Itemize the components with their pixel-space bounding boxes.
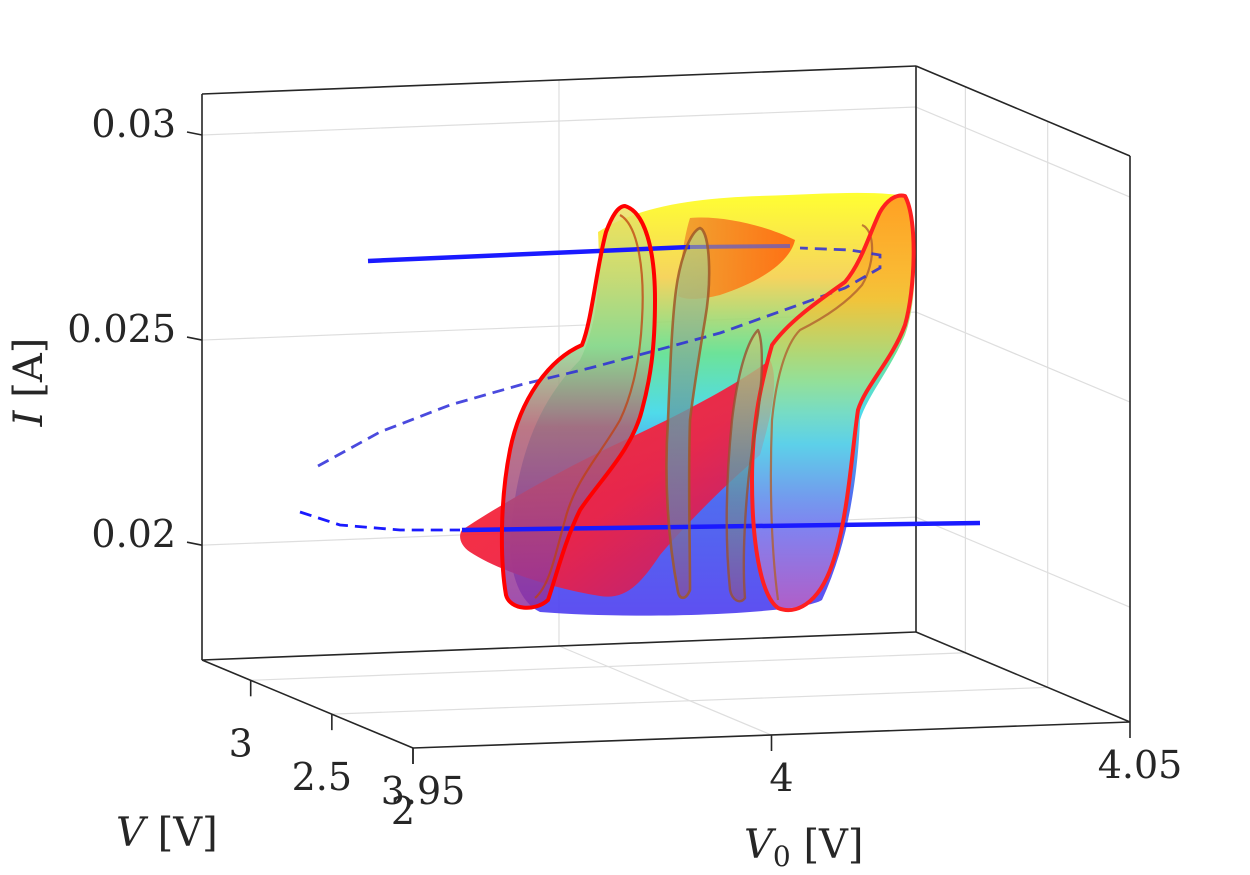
branch-upper-hidden — [689, 244, 791, 249]
box-edge-8 — [915, 65, 1131, 157]
red-boundary-left — [499, 204, 657, 610]
z-tick-label-0: 0.02 — [91, 512, 176, 556]
surface-right-inner — [769, 223, 874, 601]
branch-upper-solid — [367, 244, 691, 264]
branch-lower-solid — [461, 520, 981, 533]
grid-floor-x-1 — [558, 645, 772, 736]
boundary-curves — [499, 193, 916, 613]
z-tick-2 — [186, 131, 203, 136]
y-tick-label-1: 2.5 — [292, 755, 352, 799]
surface-right-tube — [752, 195, 914, 611]
grid-right-z-2 — [915, 106, 1131, 198]
box-edge-3 — [201, 659, 414, 749]
grid-back-z-2 — [201, 106, 917, 136]
x-tick-label-2: 4.05 — [1098, 743, 1183, 787]
grid-floor-y-1 — [331, 686, 1048, 715]
branch-dashed-unstable — [317, 246, 882, 468]
y-axis-label: V [V] — [116, 810, 218, 856]
z-tick-1 — [186, 336, 203, 341]
y-tick-label-0: 2 — [391, 789, 415, 833]
axes-box — [201, 65, 1131, 749]
x-axis-label: V0 [V] — [744, 822, 864, 873]
grid-right-z-1 — [915, 311, 1131, 403]
axis-ticks: 0.02 0.025 0.03 2 2.5 3 3.95 4 4.05 — [67, 102, 1182, 833]
axis-labels: I [A] V [V] V0 [V] — [6, 338, 864, 873]
z-tick-label-2: 0.03 — [91, 102, 176, 146]
red-boundary-left-inner — [534, 214, 644, 599]
grid-floor-y-2 — [250, 652, 966, 681]
box-edge-0 — [201, 631, 917, 661]
grid-right-z-0 — [915, 516, 1131, 608]
middle-tube-outline — [665, 226, 711, 600]
box-edge-1 — [915, 631, 1131, 723]
box-edge-7 — [201, 65, 917, 95]
x-tick-label-1: 4 — [769, 756, 793, 800]
z-tick-0 — [186, 541, 203, 546]
surface-middle-tube — [666, 228, 710, 598]
red-boundary-right — [750, 193, 916, 613]
middle-tube-2-outline — [725, 328, 763, 603]
y-tick-label-2: 3 — [229, 721, 253, 765]
x-tick-label-0: 3.95 — [381, 769, 466, 813]
branch-dashed-low — [299, 510, 460, 532]
surface-left-tube — [501, 206, 655, 608]
z-tick-label-1: 0.025 — [67, 307, 176, 351]
z-axis-label: I [A] — [6, 338, 52, 428]
